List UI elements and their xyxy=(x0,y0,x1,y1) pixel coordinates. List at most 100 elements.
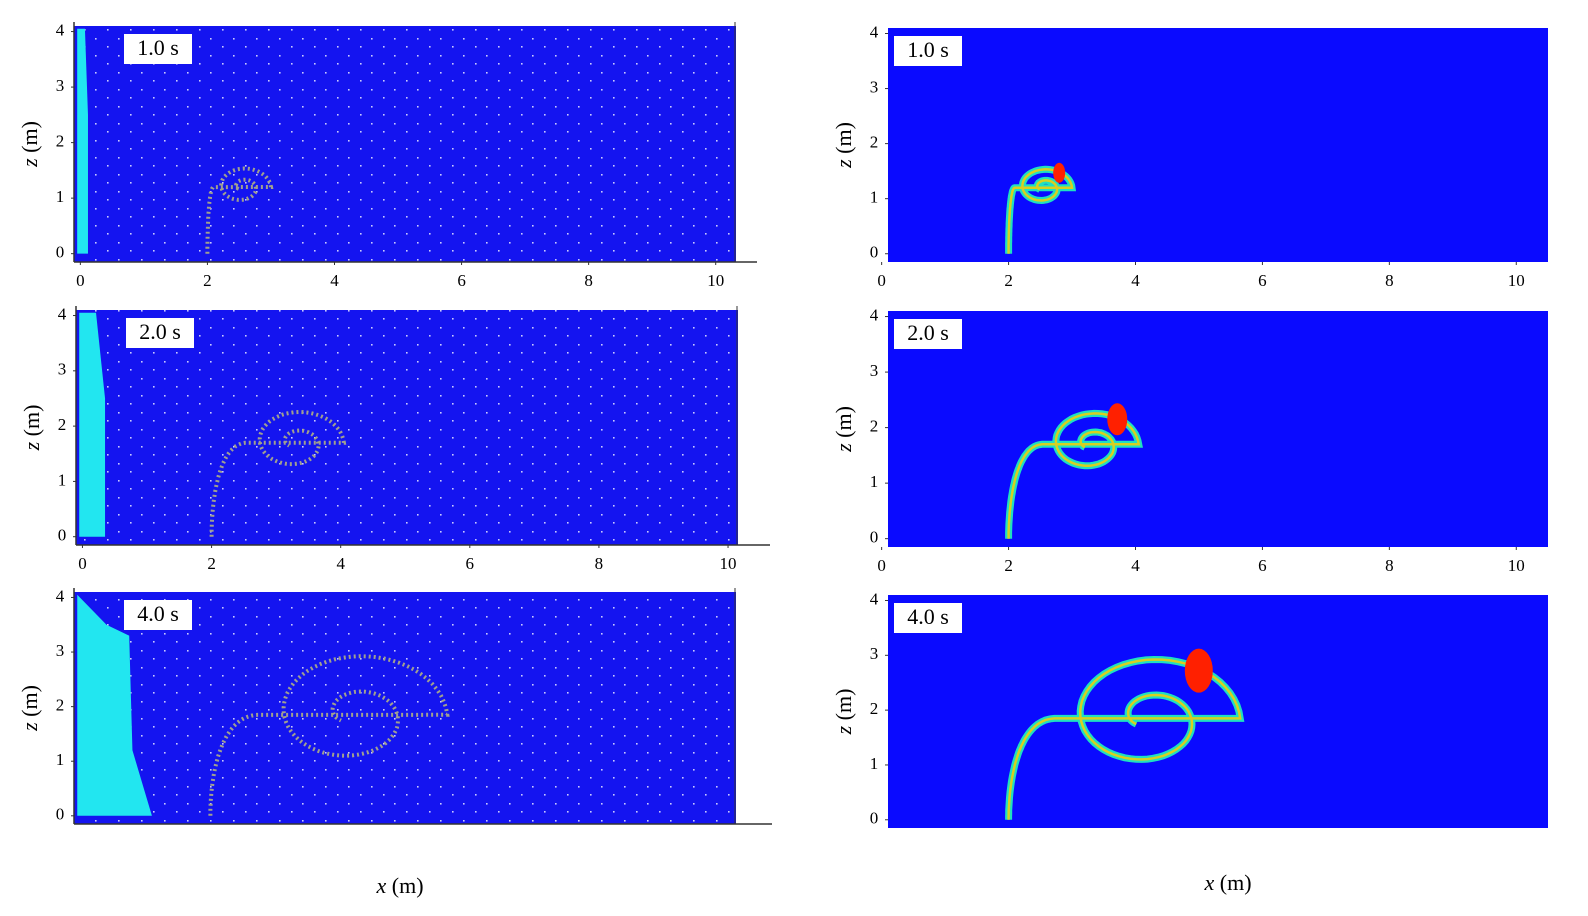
y-axis-label: z (m) xyxy=(831,406,856,453)
y-tick-label: 4 xyxy=(56,20,65,39)
x-tick-label: 6 xyxy=(457,271,466,290)
y-tick-label: 1 xyxy=(870,754,879,773)
x-axis-label: x (m) xyxy=(375,873,423,898)
x-tick-label: 2 xyxy=(1004,271,1013,290)
x-tick-label: 0 xyxy=(78,554,87,573)
time-label: 1.0 s xyxy=(907,37,949,62)
y-tick-label: 1 xyxy=(56,750,65,769)
x-unit: (m) xyxy=(392,873,424,898)
y-tick-label: 1 xyxy=(56,187,65,206)
x-tick-label: 2 xyxy=(1004,556,1013,575)
y-tick-label: 0 xyxy=(870,528,879,547)
x-tick-label: 8 xyxy=(584,271,593,290)
y-var: z xyxy=(17,722,42,732)
y-tick-label: 0 xyxy=(58,526,67,545)
y-tick-label: 3 xyxy=(56,641,65,660)
time-label: 1.0 s xyxy=(137,35,179,60)
x-tick-label: 0 xyxy=(76,271,85,290)
x-tick-label: 10 xyxy=(1508,556,1525,575)
y-axis-label: z (m) xyxy=(831,122,856,169)
y-var: z xyxy=(17,158,42,168)
y-tick-label: 2 xyxy=(870,699,879,718)
y-var: z xyxy=(831,725,856,735)
y-tick-label: 2 xyxy=(56,696,65,715)
interface-tip xyxy=(1184,648,1213,693)
x-var: x xyxy=(375,873,386,898)
x-tick-label: 10 xyxy=(1508,271,1525,290)
time-label: 2.0 s xyxy=(139,319,181,344)
x-tick-label: 4 xyxy=(330,271,339,290)
y-tick-label: 3 xyxy=(870,77,879,96)
y-var: z xyxy=(19,441,44,451)
x-tick-label: 2 xyxy=(207,554,216,573)
y-unit: (m) xyxy=(19,405,44,437)
y-tick-label: 3 xyxy=(870,361,879,380)
y-tick-label: 2 xyxy=(56,132,65,151)
y-tick-label: 4 xyxy=(870,305,879,324)
x-axis-label: x (m) xyxy=(1203,870,1251,895)
y-tick-label: 0 xyxy=(56,243,65,262)
interface-core xyxy=(1007,658,1242,820)
y-axis-label: z (m) xyxy=(17,121,42,168)
interface-core xyxy=(1007,412,1141,539)
x-tick-label: 8 xyxy=(595,554,604,573)
interface-tip xyxy=(1053,162,1066,183)
water-column xyxy=(77,594,152,816)
y-tick-label: 4 xyxy=(870,589,879,608)
y-tick-label: 3 xyxy=(58,360,67,379)
time-label-box xyxy=(126,318,194,348)
y-tick-label: 0 xyxy=(870,243,879,262)
y-tick-label: 4 xyxy=(58,304,67,323)
x-tick-label: 6 xyxy=(1258,556,1267,575)
particle-specks xyxy=(74,592,736,824)
y-tick-label: 2 xyxy=(870,417,879,436)
time-label: 4.0 s xyxy=(137,601,179,626)
x-tick-label: 4 xyxy=(1131,556,1140,575)
y-unit: (m) xyxy=(17,685,42,717)
y-tick-label: 1 xyxy=(58,470,67,489)
y-tick-label: 2 xyxy=(58,415,67,434)
y-axis-label: z (m) xyxy=(831,689,856,736)
particle-specks xyxy=(74,26,736,262)
y-tick-label: 4 xyxy=(56,586,65,605)
interface-tip xyxy=(1107,403,1128,436)
water-column xyxy=(79,312,106,537)
y-tick-label: 1 xyxy=(870,472,879,491)
y-tick-label: 0 xyxy=(870,809,879,828)
x-tick-label: 6 xyxy=(466,554,475,573)
time-label-box xyxy=(894,603,962,633)
y-var: z xyxy=(831,159,856,169)
y-axis-label: z (m) xyxy=(19,405,44,452)
y-unit: (m) xyxy=(831,122,856,154)
x-tick-label: 6 xyxy=(1258,271,1267,290)
time-label: 2.0 s xyxy=(907,320,949,345)
x-tick-label: 10 xyxy=(707,271,724,290)
time-label-box xyxy=(124,34,192,64)
x-tick-label: 8 xyxy=(1385,271,1394,290)
interface-core xyxy=(1007,168,1074,254)
water-column xyxy=(77,28,88,254)
y-tick-label: 3 xyxy=(56,76,65,95)
time-label: 4.0 s xyxy=(907,604,949,629)
y-tick-label: 4 xyxy=(870,22,879,41)
x-tick-label: 10 xyxy=(720,554,737,573)
x-tick-label: 4 xyxy=(336,554,345,573)
x-tick-label: 4 xyxy=(1131,271,1140,290)
x-tick-label: 0 xyxy=(877,556,886,575)
y-unit: (m) xyxy=(17,121,42,153)
y-tick-label: 2 xyxy=(870,133,879,152)
x-var: x xyxy=(1203,870,1214,895)
y-tick-label: 3 xyxy=(870,644,879,663)
x-tick-label: 0 xyxy=(877,271,886,290)
y-unit: (m) xyxy=(831,689,856,721)
field-background xyxy=(888,28,1548,262)
time-label-box xyxy=(894,36,962,66)
time-label-box xyxy=(124,600,192,630)
y-axis-label: z (m) xyxy=(17,685,42,732)
field-background xyxy=(888,595,1548,828)
particle-vortex xyxy=(208,654,450,816)
y-tick-label: 1 xyxy=(870,188,879,207)
y-unit: (m) xyxy=(831,406,856,438)
x-tick-label: 2 xyxy=(203,271,212,290)
y-tick-label: 0 xyxy=(56,805,65,824)
